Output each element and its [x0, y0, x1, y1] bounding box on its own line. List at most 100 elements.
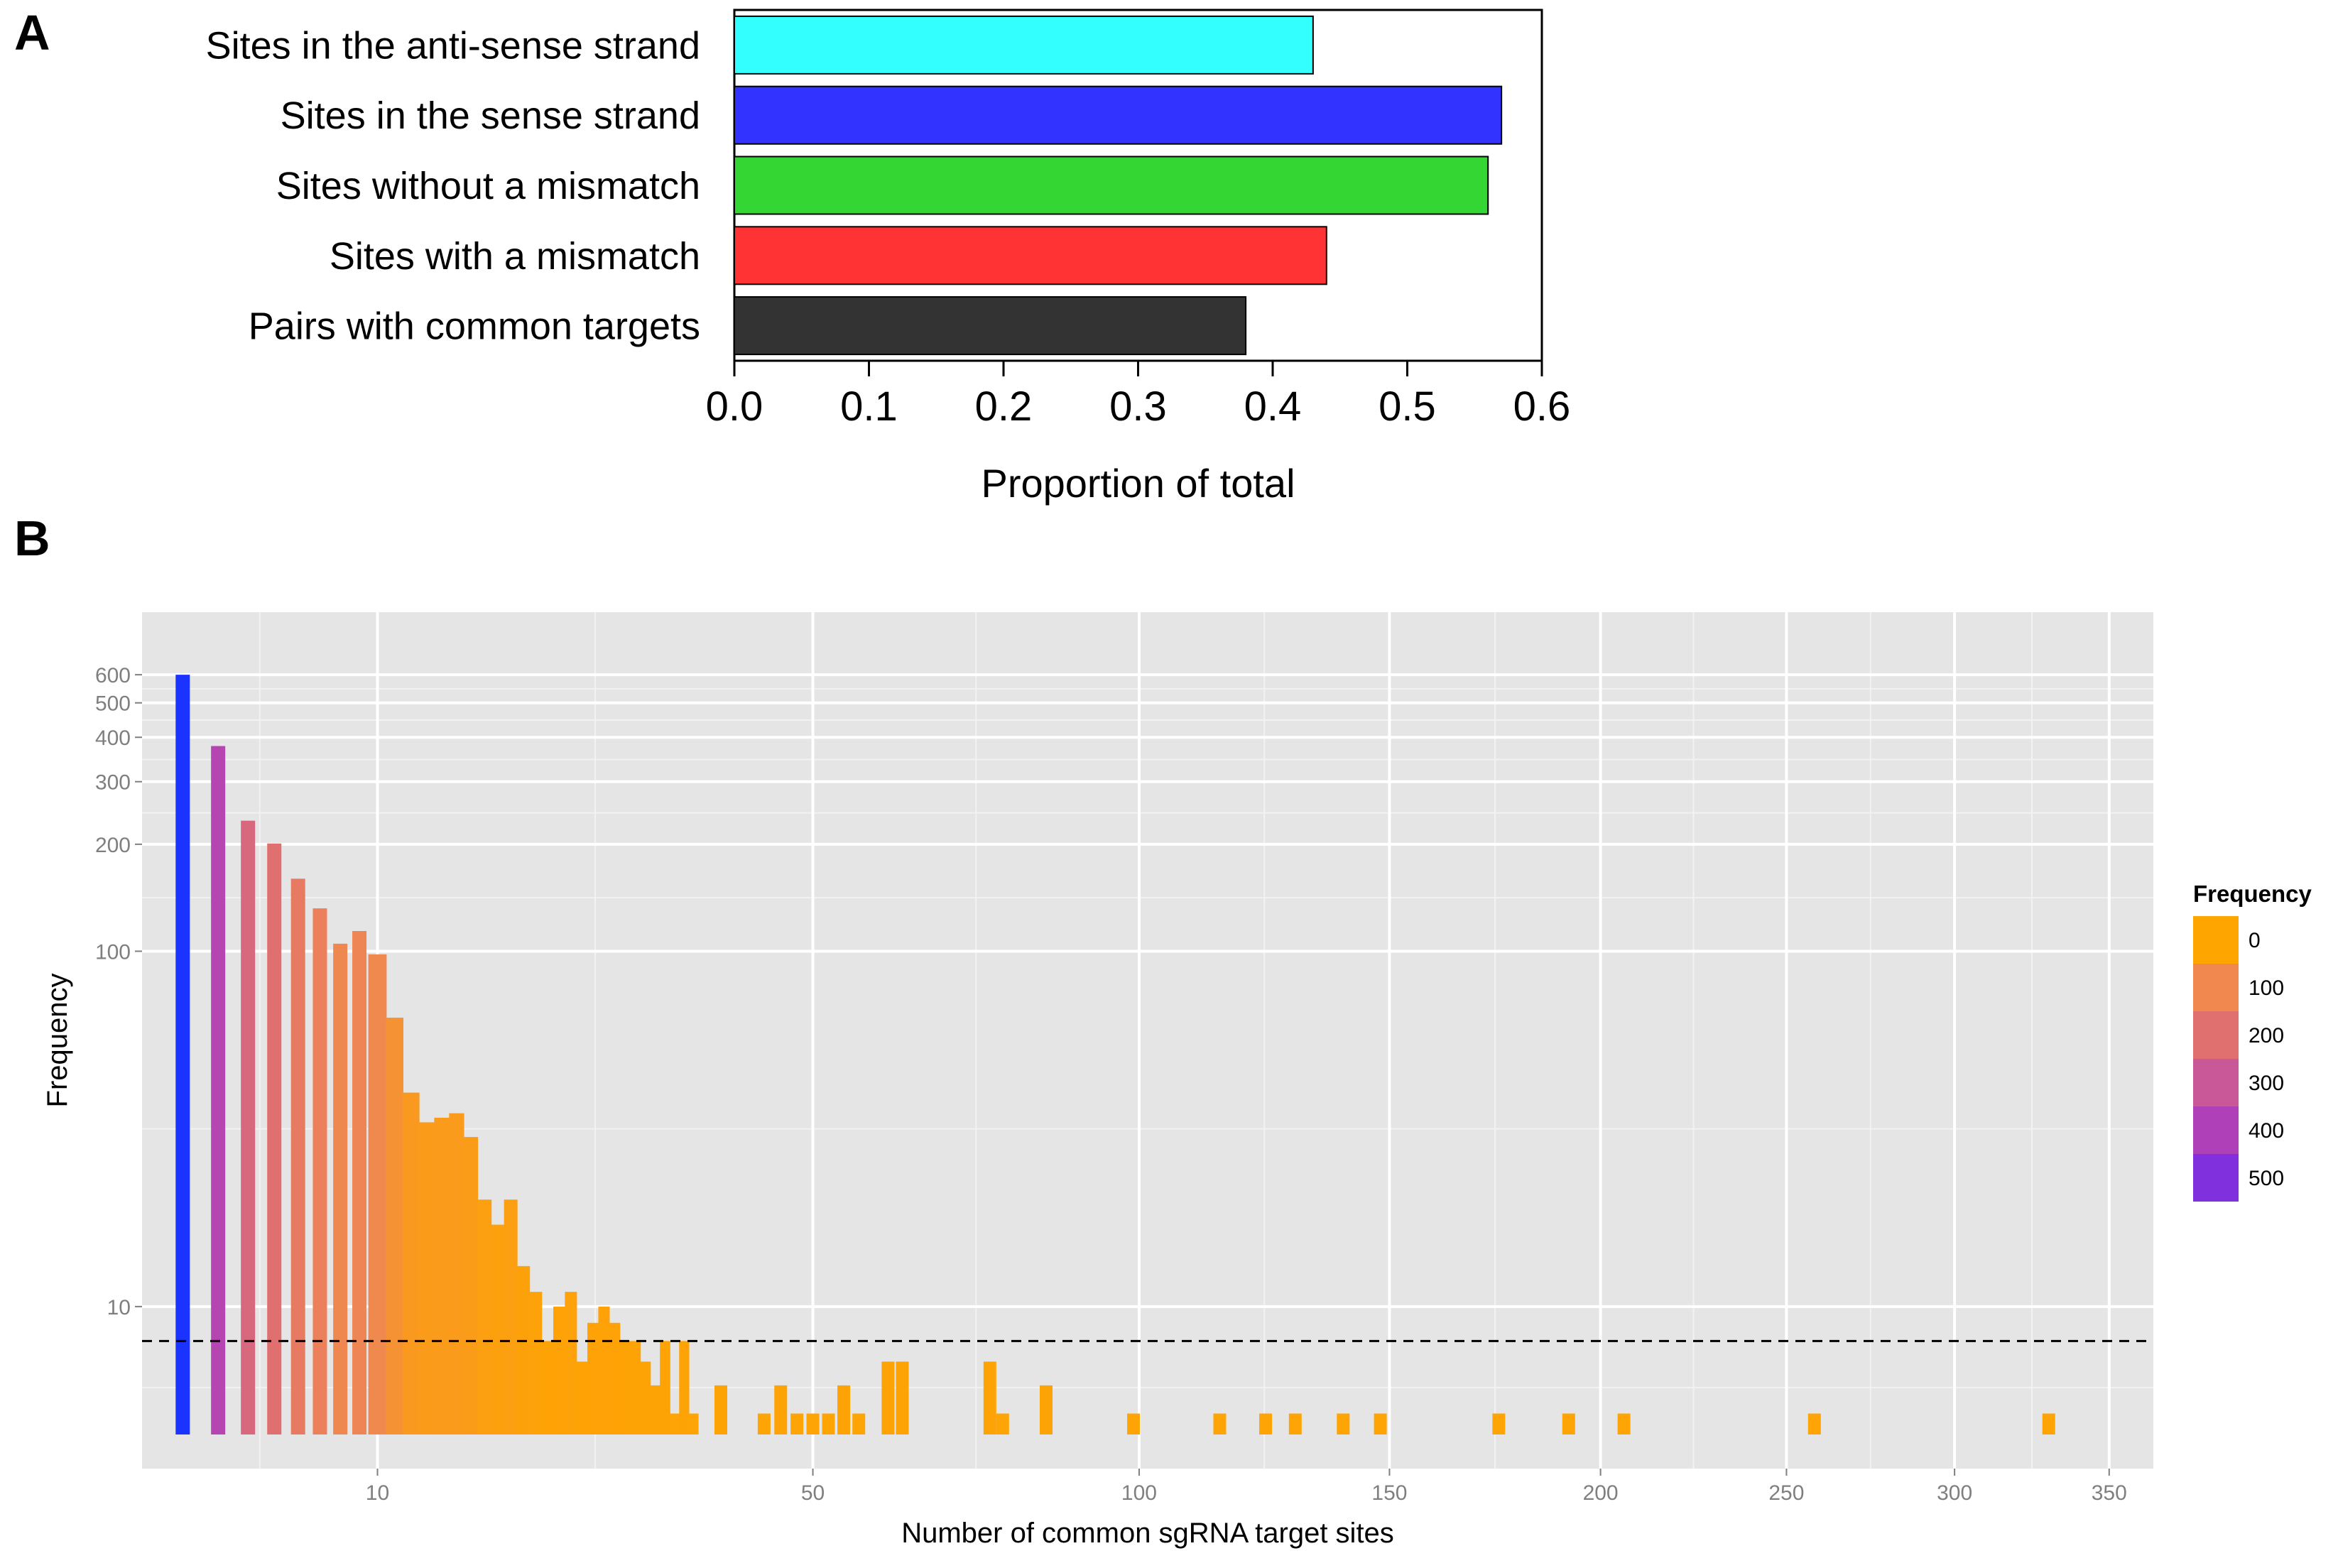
panel-b-histogram-bar [896, 1361, 909, 1434]
panel-a-category-label: Pairs with common targets [249, 305, 700, 348]
panel-a-x-tick-label: 0.6 [1513, 383, 1571, 430]
panel-a-category-label: Sites with a mismatch [330, 235, 700, 278]
panel-b-histogram-bar [175, 675, 190, 1434]
panel-a-category-label: Sites in the sense strand [281, 94, 700, 137]
panel-b-legend-swatch [2193, 1154, 2239, 1202]
panel-a-bar [734, 296, 1247, 356]
panel-b-y-tick-label: 100 [95, 940, 131, 964]
panel-b-histogram-bar [1039, 1385, 1053, 1434]
panel-b-histogram-bar [650, 1385, 661, 1434]
panel-a-x-tick-label: 0.3 [1109, 383, 1167, 430]
panel-a-category-label: Sites in the anti-sense strand [206, 24, 700, 67]
panel-b-histogram-bar [368, 954, 387, 1434]
panel-b-legend-label: 500 [2249, 1167, 2284, 1190]
panel-b-histogram-bar [609, 1322, 621, 1434]
panel-b-x-tick-label: 250 [1768, 1481, 1804, 1505]
panel-b-histogram-bar [714, 1385, 727, 1434]
panel-a-bar [734, 15, 1314, 75]
panel-a-x-axis-title: Proportion of total [981, 461, 1295, 506]
panel-b-histogram-bar [386, 1018, 404, 1434]
panel-b-x-axis-title: Number of common sgRNA target sites [901, 1518, 1394, 1549]
panel-b-histogram-bar [629, 1341, 641, 1434]
panel-a-bar [734, 156, 1489, 215]
panel-b-histogram-bar [1492, 1413, 1506, 1434]
panel-b-x-tick-label: 200 [1583, 1481, 1619, 1505]
panel-b-histogram-bar [640, 1361, 651, 1434]
panel-b-histogram-bar [660, 1341, 670, 1434]
panel-b-histogram-bar [669, 1413, 680, 1434]
panel-b-histogram-bar [619, 1341, 631, 1434]
panel-b-histogram-bar [806, 1413, 820, 1434]
panel-b-legend-label: 300 [2249, 1072, 2284, 1095]
panel-b-histogram: 10 50 100 150 200 250 300 350 10 100 200 300 400 500 6… [42, 612, 2312, 1549]
panel-b-histogram-bar [241, 820, 256, 1434]
panel-b-histogram-bar [333, 943, 348, 1434]
panel-b-histogram-bar [418, 1122, 435, 1434]
panel-b-histogram-bar [312, 908, 327, 1434]
panel-b-y-tick-label: 300 [95, 771, 131, 795]
panel-b-histogram-bar [1288, 1413, 1302, 1434]
panel-b-x-tick-label: 300 [1937, 1481, 1972, 1505]
panel-a-bar [734, 226, 1327, 285]
panel-b-legend-swatch [2193, 964, 2239, 1011]
panel-b-y-tick-label: 10 [107, 1296, 131, 1319]
panel-b-histogram-bar [449, 1113, 464, 1434]
panel-b-histogram-bar [881, 1361, 895, 1434]
panel-b-histogram-bar [516, 1265, 531, 1434]
panel-b-histogram-bar [541, 1341, 555, 1434]
panel-b-letter: B [14, 511, 50, 566]
panel-b-histogram-bar [352, 931, 367, 1434]
panel-b-histogram-bar [679, 1341, 690, 1434]
panel-b-histogram-bar [983, 1361, 996, 1434]
panel-b-histogram-bar [1374, 1413, 1387, 1434]
panel-b-histogram-bar [757, 1413, 771, 1434]
panel-b-histogram-bar [529, 1292, 543, 1434]
panel-a-x-tick-label: 0.1 [840, 383, 898, 430]
panel-b-histogram-bar [576, 1361, 589, 1434]
panel-b-histogram-bar [852, 1413, 866, 1434]
panel-a-letter: A [14, 5, 50, 60]
panel-b-histogram-bar [553, 1306, 566, 1434]
panel-b-histogram-bar [267, 843, 282, 1434]
panel-b-y-tick-label: 600 [95, 664, 131, 687]
panel-b-histogram-bar [774, 1385, 788, 1434]
panel-b-x-tick-label: 350 [2092, 1481, 2127, 1505]
panel-b-histogram-bar [598, 1306, 610, 1434]
panel-b-legend-swatch [2193, 1011, 2239, 1059]
panel-b-x-tick-label: 100 [1121, 1481, 1157, 1505]
panel-b-histogram-bar [688, 1413, 699, 1434]
panel-b-histogram-bar [587, 1322, 599, 1434]
panel-b-histogram-bar [1617, 1413, 1631, 1434]
panel-a-x-tick-label: 0.4 [1244, 383, 1302, 430]
panel-b-histogram-bar [1259, 1413, 1273, 1434]
panel-b-histogram-bar [565, 1292, 577, 1434]
panel-b-histogram-bar [434, 1117, 450, 1434]
panel-b-y-tick-label: 500 [95, 692, 131, 716]
panel-b-legend-swatch [2193, 1106, 2239, 1154]
panel-b-histogram-bar [290, 878, 305, 1434]
panel-b-legend-label: 400 [2249, 1119, 2284, 1143]
panel-b-histogram-bar [504, 1199, 518, 1434]
panel-b-legend-label: 100 [2249, 976, 2284, 1000]
panel-b-histogram-bar [822, 1413, 835, 1434]
panel-b-histogram-bar [790, 1413, 804, 1434]
panel-b-histogram-bar [2042, 1413, 2055, 1434]
panel-b-histogram-bar [491, 1224, 505, 1434]
panel-b-histogram-bar [1213, 1413, 1227, 1434]
panel-b-histogram-bar [463, 1137, 479, 1434]
panel-b-y-axis-title: Frequency [42, 974, 73, 1108]
panel-b-x-tick-label: 50 [801, 1481, 825, 1505]
panel-b-histogram-bar [477, 1199, 492, 1434]
panel-b-x-tick-label: 10 [366, 1481, 389, 1505]
panel-b-y-tick-label: 200 [95, 834, 131, 857]
panel-b-legend: Frequency 0 100 200 300 400 500 [2193, 881, 2312, 1202]
panel-b-histogram-bar [1562, 1413, 1575, 1434]
panel-a-x-tick-label: 0.0 [706, 383, 763, 430]
panel-b-histogram-bar [837, 1385, 851, 1434]
panel-b-y-tick-label: 400 [95, 726, 131, 750]
panel-b-histogram-bar [1807, 1413, 1821, 1434]
panel-b-histogram-bar [403, 1092, 420, 1434]
panel-a-bar-chart: Sites in the anti-sense strand Sites in t… [206, 9, 1571, 506]
panel-b-histogram-bar [1337, 1413, 1350, 1434]
panel-b-legend-label: 0 [2249, 929, 2261, 952]
